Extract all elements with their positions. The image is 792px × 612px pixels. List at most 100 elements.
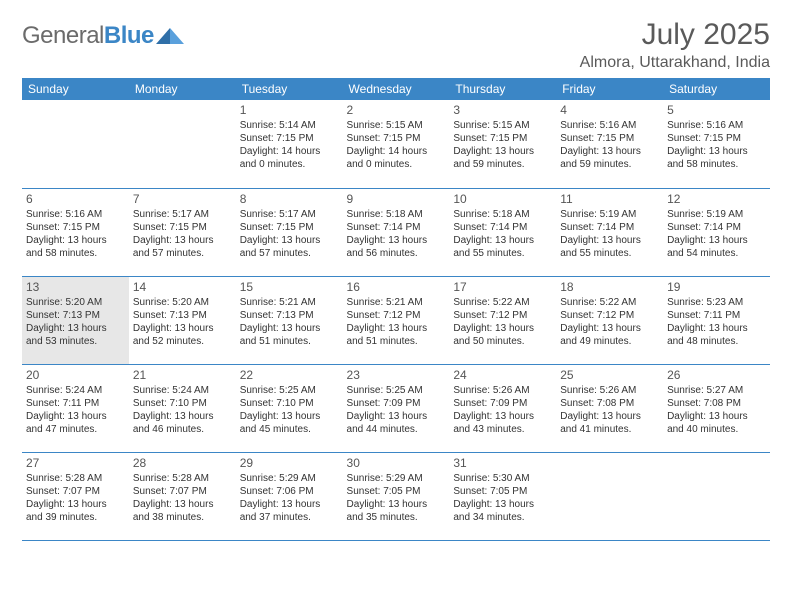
sunset-line: Sunset: 7:06 PM	[240, 485, 339, 498]
day-header: Friday	[556, 78, 663, 100]
day-header: Wednesday	[343, 78, 450, 100]
day-info: Sunrise: 5:20 AMSunset: 7:13 PMDaylight:…	[26, 296, 125, 348]
sunrise-line: Sunrise: 5:29 AM	[240, 472, 339, 485]
calendar-cell: 18 Sunrise: 5:22 AMSunset: 7:12 PMDayligh…	[556, 276, 663, 364]
daylight-line: Daylight: 13 hours and 45 minutes.	[240, 410, 339, 436]
calendar-row: 13Sunrise: 5:20 AMSunset: 7:13 PMDayligh…	[22, 276, 770, 364]
day-number: 15	[240, 280, 339, 294]
daylight-line: Daylight: 13 hours and 57 minutes.	[240, 234, 339, 260]
day-header: Saturday	[663, 78, 770, 100]
day-number: 18	[560, 280, 659, 294]
daylight-line: Daylight: 13 hours and 47 minutes.	[26, 410, 125, 436]
sunrise-line: Sunrise: 5:16 AM	[667, 119, 766, 132]
day-number: 16	[347, 280, 446, 294]
daylight-line: Daylight: 13 hours and 46 minutes.	[133, 410, 232, 436]
calendar-cell: 12Sunrise: 5:19 AMSunset: 7:14 PMDayligh…	[663, 188, 770, 276]
day-info: Sunrise: 5:27 AMSunset: 7:08 PMDaylight:…	[667, 384, 766, 436]
day-header: Tuesday	[236, 78, 343, 100]
daylight-line: Daylight: 13 hours and 50 minutes.	[453, 322, 552, 348]
calendar-cell: 25Sunrise: 5:26 AMSunset: 7:08 PMDayligh…	[556, 364, 663, 452]
day-header: Thursday	[449, 78, 556, 100]
sunset-line: Sunset: 7:08 PM	[667, 397, 766, 410]
day-info: Sunrise: 5:25 AMSunset: 7:09 PMDaylight:…	[347, 384, 446, 436]
sunrise-line: Sunrise: 5:29 AM	[347, 472, 446, 485]
month-title: July 2025	[580, 18, 770, 52]
sunrise-line: Sunrise: 5:28 AM	[26, 472, 125, 485]
day-info: Sunrise: 5:16 AMSunset: 7:15 PMDaylight:…	[26, 208, 125, 260]
day-info: Sunrise: 5:23 AMSunset: 7:11 PMDaylight:…	[667, 296, 766, 348]
calendar-cell: 31Sunrise: 5:30 AMSunset: 7:05 PMDayligh…	[449, 452, 556, 540]
sunrise-line: Sunrise: 5:18 AM	[347, 208, 446, 221]
daylight-line: Daylight: 13 hours and 43 minutes.	[453, 410, 552, 436]
calendar-cell: 27Sunrise: 5:28 AMSunset: 7:07 PMDayligh…	[22, 452, 129, 540]
day-number: 5	[667, 103, 766, 117]
daylight-line: Daylight: 13 hours and 37 minutes.	[240, 498, 339, 524]
day-info: Sunrise: 5:18 AMSunset: 7:14 PMDaylight:…	[453, 208, 552, 260]
day-info: Sunrise: 5:22 AMSunset: 7:12 PMDaylight:…	[453, 296, 552, 348]
day-info: Sunrise: 5:30 AMSunset: 7:05 PMDaylight:…	[453, 472, 552, 524]
day-info: Sunrise: 5:26 AMSunset: 7:09 PMDaylight:…	[453, 384, 552, 436]
sunrise-line: Sunrise: 5:26 AM	[453, 384, 552, 397]
daylight-line: Daylight: 13 hours and 38 minutes.	[133, 498, 232, 524]
daylight-line: Daylight: 13 hours and 58 minutes.	[26, 234, 125, 260]
day-info: Sunrise: 5:14 AMSunset: 7:15 PMDaylight:…	[240, 119, 339, 171]
daylight-line: Daylight: 13 hours and 56 minutes.	[347, 234, 446, 260]
calendar-cell	[556, 452, 663, 540]
calendar-cell: 28Sunrise: 5:28 AMSunset: 7:07 PMDayligh…	[129, 452, 236, 540]
day-number: 12	[667, 192, 766, 206]
sunset-line: Sunset: 7:11 PM	[667, 309, 766, 322]
sunset-line: Sunset: 7:10 PM	[240, 397, 339, 410]
day-info: Sunrise: 5:22 AMSunset: 7:12 PMDaylight:…	[560, 296, 659, 348]
day-number: 11	[560, 192, 659, 206]
location: Almora, Uttarakhand, India	[580, 54, 770, 72]
header: GeneralBlue July 2025 Almora, Uttarakhan…	[22, 18, 770, 72]
calendar-cell: 20 Sunrise: 5:24 AMSunset: 7:11 PMDayligh…	[22, 364, 129, 452]
day-info: Sunrise: 5:28 AMSunset: 7:07 PMDaylight:…	[133, 472, 232, 524]
calendar-cell: 22Sunrise: 5:25 AMSunset: 7:10 PMDayligh…	[236, 364, 343, 452]
logo-word2: Blue	[104, 22, 154, 49]
sunset-line: Sunset: 7:15 PM	[133, 221, 232, 234]
daylight-line: Daylight: 13 hours and 52 minutes.	[133, 322, 232, 348]
day-info: Sunrise: 5:28 AMSunset: 7:07 PMDaylight:…	[26, 472, 125, 524]
sunrise-line: Sunrise: 5:27 AM	[667, 384, 766, 397]
sunset-line: Sunset: 7:07 PM	[133, 485, 232, 498]
daylight-line: Daylight: 13 hours and 34 minutes.	[453, 498, 552, 524]
day-info: Sunrise: 5:19 AMSunset: 7:14 PMDaylight:…	[560, 208, 659, 260]
daylight-line: Daylight: 13 hours and 48 minutes.	[667, 322, 766, 348]
calendar-cell	[22, 100, 129, 188]
calendar-cell: 1 Sunrise: 5:14 AMSunset: 7:15 PMDaylight…	[236, 100, 343, 188]
sunrise-line: Sunrise: 5:19 AM	[560, 208, 659, 221]
calendar-row: 6 Sunrise: 5:16 AMSunset: 7:15 PMDaylight…	[22, 188, 770, 276]
day-number: 19	[667, 280, 766, 294]
daylight-line: Daylight: 13 hours and 51 minutes.	[240, 322, 339, 348]
day-number: 20	[26, 368, 125, 382]
title-block: July 2025 Almora, Uttarakhand, India	[580, 18, 770, 72]
day-info: Sunrise: 5:17 AMSunset: 7:15 PMDaylight:…	[240, 208, 339, 260]
day-number: 1	[240, 103, 339, 117]
sunset-line: Sunset: 7:07 PM	[26, 485, 125, 498]
daylight-line: Daylight: 14 hours and 0 minutes.	[347, 145, 446, 171]
calendar-grid: SundayMondayTuesdayWednesdayThursdayFrid…	[22, 78, 770, 541]
day-info: Sunrise: 5:16 AMSunset: 7:15 PMDaylight:…	[667, 119, 766, 171]
day-number: 24	[453, 368, 552, 382]
sunset-line: Sunset: 7:11 PM	[26, 397, 125, 410]
day-info: Sunrise: 5:29 AMSunset: 7:05 PMDaylight:…	[347, 472, 446, 524]
calendar-cell: 24 Sunrise: 5:26 AMSunset: 7:09 PMDayligh…	[449, 364, 556, 452]
sunset-line: Sunset: 7:05 PM	[453, 485, 552, 498]
day-number: 6	[26, 192, 125, 206]
sunset-line: Sunset: 7:12 PM	[560, 309, 659, 322]
calendar-row: 20 Sunrise: 5:24 AMSunset: 7:11 PMDayligh…	[22, 364, 770, 452]
sunset-line: Sunset: 7:15 PM	[240, 221, 339, 234]
day-info: Sunrise: 5:24 AMSunset: 7:10 PMDaylight:…	[133, 384, 232, 436]
daylight-line: Daylight: 13 hours and 54 minutes.	[667, 234, 766, 260]
calendar-cell: 15Sunrise: 5:21 AMSunset: 7:13 PMDayligh…	[236, 276, 343, 364]
day-number: 7	[133, 192, 232, 206]
sunset-line: Sunset: 7:13 PM	[26, 309, 125, 322]
sunset-line: Sunset: 7:13 PM	[133, 309, 232, 322]
sunset-line: Sunset: 7:14 PM	[667, 221, 766, 234]
day-info: Sunrise: 5:24 AMSunset: 7:11 PMDaylight:…	[26, 384, 125, 436]
daylight-line: Daylight: 13 hours and 57 minutes.	[133, 234, 232, 260]
daylight-line: Daylight: 13 hours and 44 minutes.	[347, 410, 446, 436]
calendar-cell: 14Sunrise: 5:20 AMSunset: 7:13 PMDayligh…	[129, 276, 236, 364]
calendar-cell: 23Sunrise: 5:25 AMSunset: 7:09 PMDayligh…	[343, 364, 450, 452]
